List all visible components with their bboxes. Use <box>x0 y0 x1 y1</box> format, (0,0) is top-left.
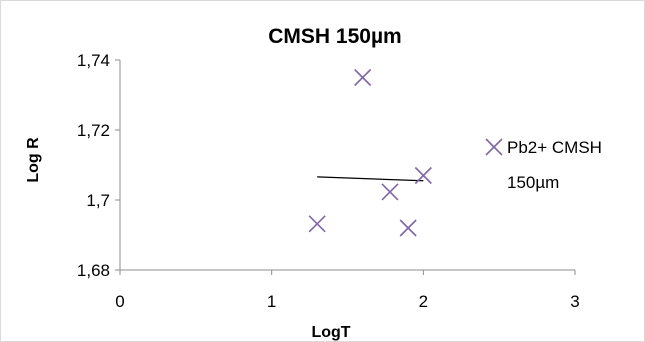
x-axis-title: LogT <box>311 324 350 341</box>
data-points <box>308 68 432 237</box>
data-point <box>414 166 432 185</box>
y-tick-label: 1,68 <box>77 261 110 280</box>
y-tick-label: 1,74 <box>77 51 110 70</box>
axes <box>115 59 576 275</box>
data-point <box>399 219 417 237</box>
legend-x-marker <box>485 138 503 156</box>
chart-title: CMSH 150µm <box>268 25 401 48</box>
x-tick-label: 2 <box>419 292 428 311</box>
legend-marker <box>485 138 503 156</box>
y-tick-label: 1,72 <box>77 121 110 140</box>
legend: Pb2+ CMSH 150µm <box>485 138 602 192</box>
tick-labels: 1,68 1,7 1,72 1,74 0 1 2 3 <box>77 51 580 311</box>
x-tick-label: 1 <box>267 292 276 311</box>
y-tick-label: 1,7 <box>86 191 110 210</box>
data-point <box>381 183 399 201</box>
y-axis-title: Log R <box>25 137 42 183</box>
trendline-group <box>317 176 424 182</box>
data-point <box>308 215 326 233</box>
legend-label-line2: 150µm <box>507 173 559 192</box>
x-tick-label: 3 <box>570 292 579 311</box>
trendline <box>317 176 424 182</box>
legend-label-line1: Pb2+ CMSH <box>507 138 602 157</box>
data-point <box>354 68 372 87</box>
x-tick-label: 0 <box>115 292 124 311</box>
